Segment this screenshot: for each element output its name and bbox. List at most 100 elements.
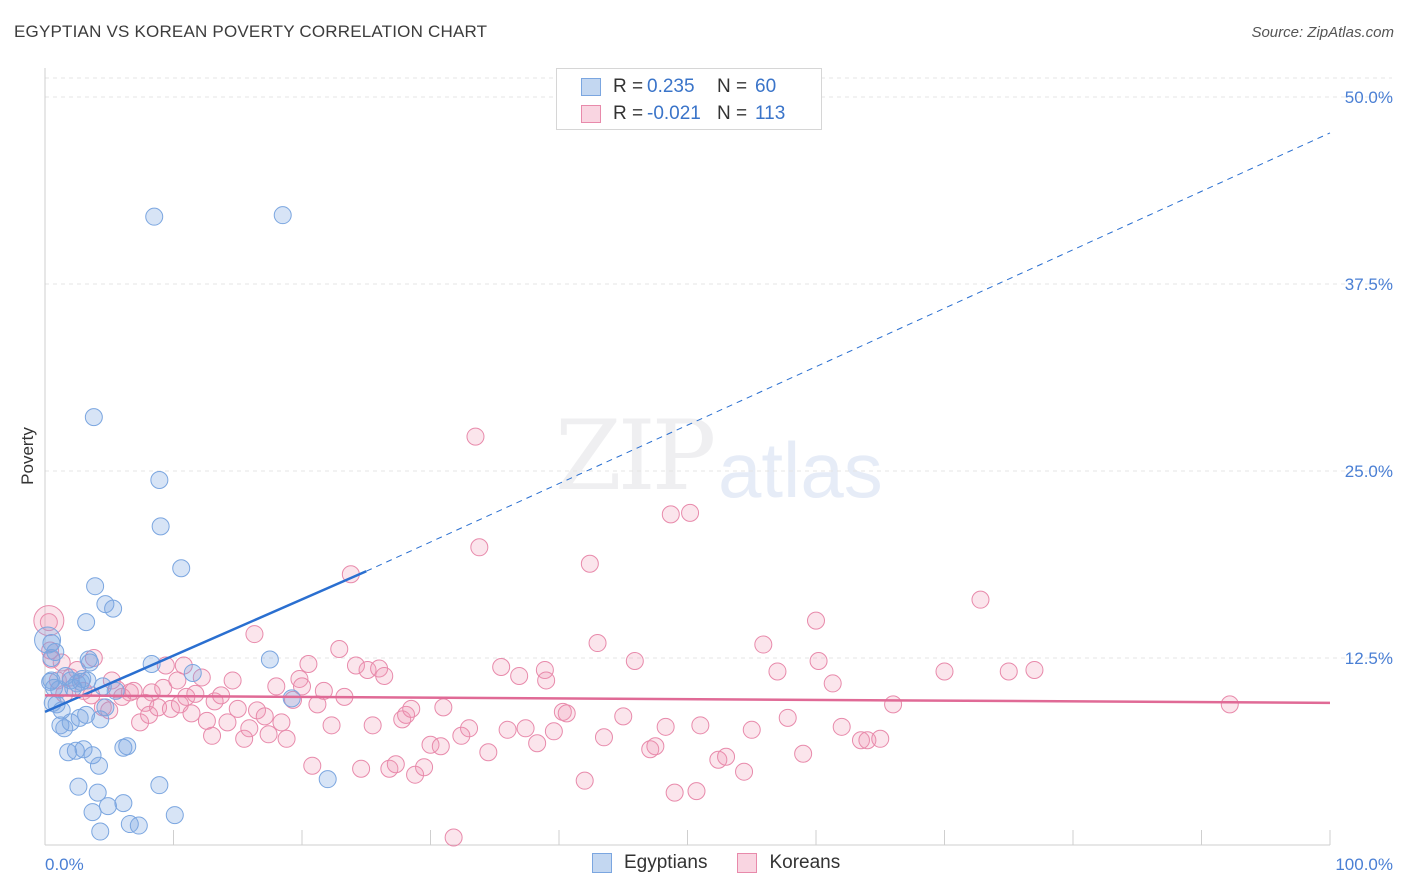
korean-point	[794, 744, 813, 763]
korean-point	[303, 756, 322, 775]
korean-point	[580, 554, 599, 573]
egyptian-point	[77, 705, 96, 724]
x-tick-label-min: 0.0%	[45, 855, 84, 874]
korean-point	[161, 699, 180, 718]
korean-point	[235, 729, 254, 748]
egyptian-point	[86, 577, 105, 596]
korean-point	[228, 699, 247, 718]
korean-point	[255, 707, 274, 726]
legend-n-value: 60	[755, 76, 777, 97]
korean-point	[999, 662, 1018, 681]
egyptian-point	[273, 206, 292, 225]
egyptian-point	[150, 470, 169, 489]
legend-row-egyptians: R = 0.235 N = 60	[581, 75, 776, 99]
legend-item-koreans[interactable]: Koreans	[737, 852, 840, 874]
y-tick-label: 12.5%	[1345, 649, 1393, 668]
legend-r-value: -0.021	[647, 103, 701, 124]
korean-point	[52, 653, 71, 672]
korean-point	[277, 729, 296, 748]
egyptian-points	[34, 206, 337, 841]
korean-point	[192, 668, 211, 687]
egyptian-point	[88, 783, 107, 802]
korean-point	[267, 677, 286, 696]
egyptian-point	[84, 408, 103, 427]
korean-point	[218, 713, 237, 732]
korean-point	[380, 759, 399, 778]
korean-point	[544, 722, 563, 741]
korean-point	[691, 716, 710, 735]
egyptian-point	[260, 650, 279, 669]
egyptian-point	[80, 653, 99, 672]
korean-point	[272, 713, 291, 732]
korean-point	[434, 698, 453, 717]
korean-point	[687, 782, 706, 801]
korean-point	[479, 743, 498, 762]
korean-point	[858, 731, 877, 750]
egyptian-point	[59, 743, 78, 762]
korean-point	[240, 719, 259, 738]
korean-point	[588, 634, 607, 653]
korean-point	[498, 720, 517, 739]
korean-point	[245, 625, 264, 644]
korean-point	[971, 590, 990, 609]
y-tick-label: 25.0%	[1345, 462, 1393, 481]
egyptian-point	[129, 816, 148, 835]
egyptian-point	[42, 671, 61, 690]
korean-point	[346, 656, 365, 675]
korean-point	[661, 505, 680, 524]
korean-point	[363, 716, 382, 735]
egyptian-point	[69, 777, 88, 796]
y-axis-label: Poverty	[18, 427, 37, 485]
korean-point	[807, 611, 825, 630]
korean-point	[470, 538, 489, 557]
grid-lines	[45, 77, 1392, 659]
egyptian-point	[50, 680, 69, 699]
egyptian-point	[61, 713, 80, 732]
egyptian-point	[104, 599, 123, 618]
korean-point	[406, 765, 425, 784]
egyptian-point	[77, 613, 96, 632]
egyptian-point	[183, 663, 202, 682]
korean-point	[656, 717, 675, 736]
korean-point	[290, 669, 309, 688]
y-tick-label: 37.5%	[1345, 275, 1393, 294]
egyptian-point	[282, 689, 301, 708]
korean-point	[293, 677, 311, 696]
tick-labels: 12.5% 25.0% 37.5% 50.0% 0.0% 100.0%	[45, 88, 1393, 874]
egyptian-point	[91, 710, 110, 729]
korean-point	[358, 660, 377, 679]
egyptian-point	[151, 517, 170, 536]
korean-point	[871, 729, 890, 748]
korean-point	[402, 699, 421, 718]
korean-point	[537, 671, 556, 690]
korean-point	[186, 684, 205, 703]
korean-point	[149, 698, 168, 717]
egyptian-point	[120, 815, 139, 834]
legend-item-egyptians[interactable]: Egyptians	[592, 852, 707, 874]
korean-point	[754, 635, 773, 654]
korean-point	[778, 708, 797, 727]
legend-label-koreans: Koreans	[769, 852, 841, 873]
korean-point	[1220, 695, 1239, 714]
korean-point	[460, 719, 479, 738]
korean-point	[851, 731, 870, 750]
korean-point	[641, 740, 660, 759]
legend: R = 0.235 N = 60 R = -0.021 N = 113	[556, 68, 822, 130]
korean-point	[823, 674, 842, 693]
korean-point	[935, 662, 954, 681]
egyptian-point	[41, 672, 60, 691]
korean-point	[575, 771, 594, 790]
korean-point	[809, 651, 828, 670]
korean-point	[594, 728, 613, 747]
egyptian-trend-line	[44, 570, 367, 714]
egyptian-point	[83, 803, 102, 822]
korean-point	[516, 719, 535, 738]
egyptian-point	[46, 643, 65, 662]
korean-point	[314, 681, 333, 700]
legend-swatch-pink	[737, 853, 758, 873]
korean-trend-line	[44, 694, 1331, 705]
series-legend: Egyptians Koreans	[592, 852, 870, 874]
legend-r-label: R =	[613, 76, 644, 97]
egyptian-point	[172, 559, 191, 578]
egyptian-point	[34, 626, 62, 654]
